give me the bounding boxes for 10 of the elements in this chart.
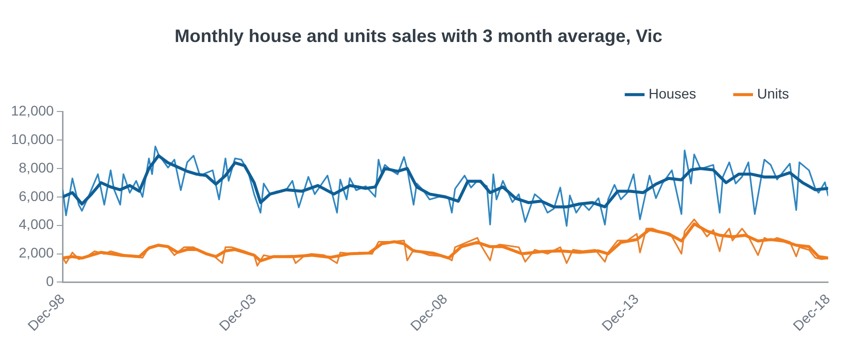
y-tick-label: 2,000 bbox=[18, 244, 54, 261]
y-tick-label: 8,000 bbox=[18, 159, 54, 176]
y-tick-label: 4,000 bbox=[18, 216, 54, 232]
y-tick-label: 6,000 bbox=[18, 188, 54, 204]
y-tick-label: 0 bbox=[46, 273, 54, 290]
y-tick-label: 10,000 bbox=[10, 130, 54, 147]
legend-label: Units bbox=[757, 85, 790, 102]
legend-label: Houses bbox=[648, 85, 696, 102]
chart-title: Monthly house and units sales with 3 month average, Vic bbox=[174, 26, 662, 46]
y-tick-label: 12,000 bbox=[10, 102, 54, 118]
